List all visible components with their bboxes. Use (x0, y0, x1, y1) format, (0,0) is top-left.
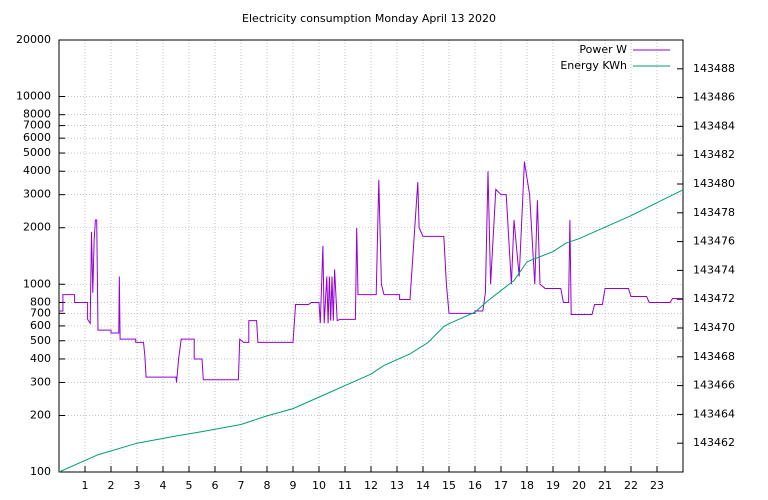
y-tick-label: 600 (30, 319, 51, 332)
x-tick-label: 2 (108, 479, 115, 492)
y-tick-label: 3000 (23, 188, 51, 201)
y-tick-label: 300 (30, 375, 51, 388)
y-tick-label: 10000 (16, 90, 51, 103)
x-tick-label: 18 (520, 479, 534, 492)
y-tick-label: 20000 (16, 33, 51, 46)
x-tick-label: 20 (572, 479, 586, 492)
y2-tick-label: 143462 (693, 436, 735, 449)
y2-tick-label: 143464 (693, 407, 735, 420)
x-tick-label: 23 (650, 479, 664, 492)
y-tick-label: 800 (30, 295, 51, 308)
y-tick-label: 1000 (23, 277, 51, 290)
y-tick-label: 400 (30, 352, 51, 365)
x-tick-label: 8 (264, 479, 271, 492)
y2-tick-label: 143476 (693, 235, 735, 248)
y-tick-label: 7000 (23, 119, 51, 132)
x-tick-label: 22 (624, 479, 638, 492)
y-tick-label: 700 (30, 306, 51, 319)
x-tick-label: 14 (416, 479, 430, 492)
y2-tick-label: 143486 (693, 91, 735, 104)
y2-tick-label: 143470 (693, 321, 735, 334)
x-tick-label: 12 (364, 479, 378, 492)
x-tick-label: 1 (82, 479, 89, 492)
y-tick-label: 100 (30, 465, 51, 478)
x-tick-label: 16 (468, 479, 482, 492)
y2-tick-label: 143488 (693, 62, 735, 75)
x-tick-label: 21 (598, 479, 612, 492)
y-tick-label: 4000 (23, 164, 51, 177)
y-tick-label: 6000 (23, 131, 51, 144)
data-line (59, 161, 683, 383)
x-tick-label: 6 (212, 479, 219, 492)
legend-label: Energy KWh (560, 59, 627, 72)
y2-tick-label: 143468 (693, 350, 735, 363)
x-tick-label: 13 (390, 479, 404, 492)
x-tick-label: 11 (338, 479, 352, 492)
x-tick-label: 7 (238, 479, 245, 492)
x-tick-label: 15 (442, 479, 456, 492)
plot-frame (58, 39, 684, 473)
y-tick-label: 8000 (23, 108, 51, 121)
chart-title: Electricity consumption Monday April 13 … (242, 12, 496, 25)
data-line (58, 189, 684, 473)
y2-tick-label: 143472 (693, 292, 735, 305)
y2-tick-label: 143484 (693, 119, 735, 132)
y-tick-label: 200 (30, 408, 51, 421)
legend-label: Power W (579, 43, 627, 56)
y-tick-label: 500 (30, 334, 51, 347)
y2-tick-label: 143482 (693, 148, 735, 161)
y2-tick-label: 143478 (693, 206, 735, 219)
y2-tick-label: 143474 (693, 263, 735, 276)
y-tick-label: 2000 (23, 221, 51, 234)
x-tick-label: 3 (134, 479, 141, 492)
x-tick-label: 9 (290, 479, 297, 492)
x-tick-label: 10 (312, 479, 326, 492)
y2-tick-label: 143466 (693, 379, 735, 392)
x-tick-label: 4 (160, 479, 167, 492)
x-tick-label: 5 (186, 479, 193, 492)
x-tick-label: 19 (546, 479, 560, 492)
y-tick-label: 5000 (23, 146, 51, 159)
x-tick-label: 17 (494, 479, 508, 492)
y2-tick-label: 143480 (693, 177, 735, 190)
